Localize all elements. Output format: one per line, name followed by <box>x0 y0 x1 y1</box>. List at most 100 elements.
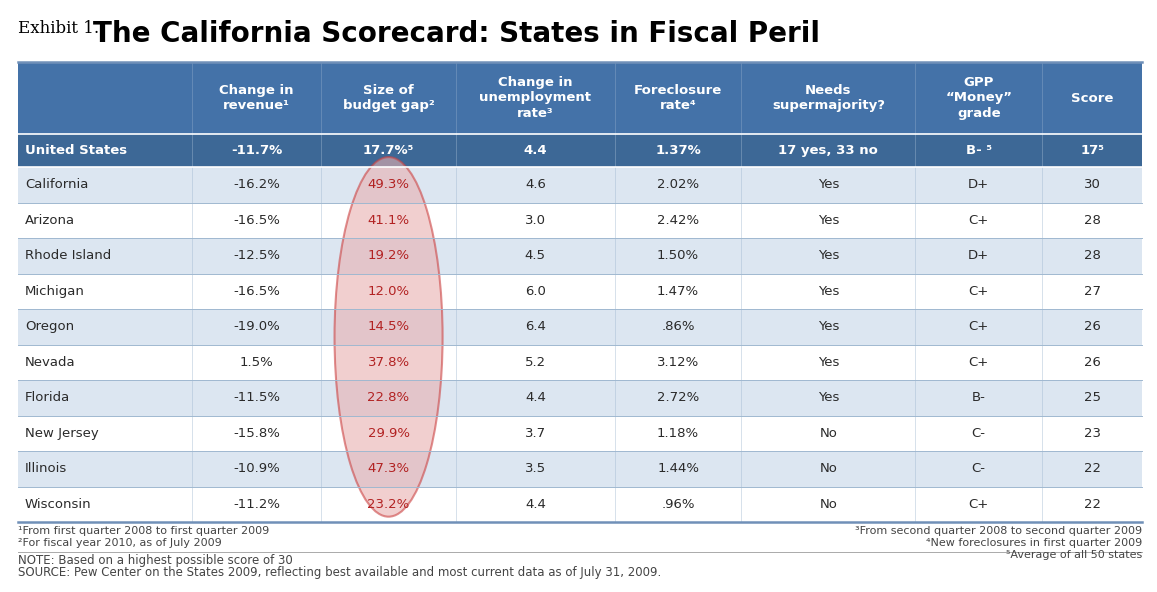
Bar <box>19 62 1142 134</box>
Text: 3.12%: 3.12% <box>657 356 699 369</box>
Text: ³From second quarter 2008 to second quarter 2009: ³From second quarter 2008 to second quar… <box>855 526 1142 536</box>
Text: 49.3%: 49.3% <box>368 178 410 191</box>
Text: D+: D+ <box>968 178 989 191</box>
Text: Exhibit 1.: Exhibit 1. <box>19 20 104 37</box>
Text: 26: 26 <box>1084 356 1100 369</box>
Text: 41.1%: 41.1% <box>368 214 410 227</box>
Text: C-: C- <box>972 427 986 440</box>
Text: 26: 26 <box>1084 320 1100 333</box>
Text: 29.9%: 29.9% <box>368 427 410 440</box>
Text: Yes: Yes <box>818 285 839 298</box>
Bar <box>19 134 1142 167</box>
Text: 3.0: 3.0 <box>525 214 546 227</box>
Text: 47.3%: 47.3% <box>368 462 410 475</box>
Text: Change in
unemployment
rate³: Change in unemployment rate³ <box>479 76 591 120</box>
Text: Florida: Florida <box>25 391 71 404</box>
Text: .96%: .96% <box>662 498 695 511</box>
Text: No: No <box>819 498 838 511</box>
Text: Yes: Yes <box>818 214 839 227</box>
Text: 1.50%: 1.50% <box>657 249 699 262</box>
Text: 3.7: 3.7 <box>525 427 546 440</box>
Text: 1.47%: 1.47% <box>657 285 699 298</box>
Text: .86%: .86% <box>662 320 695 333</box>
Text: ⁵Average of all 50 states: ⁵Average of all 50 states <box>1005 550 1142 560</box>
Text: D+: D+ <box>968 249 989 262</box>
Text: 6.0: 6.0 <box>525 285 546 298</box>
Text: Needs
supermajority?: Needs supermajority? <box>772 83 885 112</box>
Text: B- ⁵: B- ⁵ <box>966 144 992 157</box>
Text: -11.5%: -11.5% <box>233 391 280 404</box>
Text: 14.5%: 14.5% <box>368 320 410 333</box>
Text: Size of
budget gap²: Size of budget gap² <box>342 83 434 112</box>
Text: -10.9%: -10.9% <box>233 462 280 475</box>
Text: -12.5%: -12.5% <box>233 249 280 262</box>
Text: -16.5%: -16.5% <box>233 214 280 227</box>
Text: California: California <box>25 178 88 191</box>
Text: 4.4: 4.4 <box>525 391 546 404</box>
Text: Score: Score <box>1071 92 1113 105</box>
Bar <box>19 380 1142 416</box>
Text: 5.2: 5.2 <box>525 356 546 369</box>
Text: -19.0%: -19.0% <box>233 320 280 333</box>
Text: B-: B- <box>972 391 986 404</box>
Text: 17⁵: 17⁵ <box>1081 144 1104 157</box>
Text: C+: C+ <box>968 285 989 298</box>
Text: 30: 30 <box>1084 178 1100 191</box>
Text: SOURCE: Pew Center on the States 2009, reflecting best available and most curren: SOURCE: Pew Center on the States 2009, r… <box>19 566 662 579</box>
Text: 4.6: 4.6 <box>525 178 546 191</box>
Text: -16.2%: -16.2% <box>233 178 280 191</box>
Bar <box>19 202 1142 238</box>
Bar <box>19 416 1142 451</box>
Text: Oregon: Oregon <box>25 320 74 333</box>
Text: C+: C+ <box>968 214 989 227</box>
Text: ²For fiscal year 2010, as of July 2009: ²For fiscal year 2010, as of July 2009 <box>19 538 222 548</box>
Text: -15.8%: -15.8% <box>233 427 280 440</box>
Text: C-: C- <box>972 462 986 475</box>
Text: ⁴New foreclosures in first quarter 2009: ⁴New foreclosures in first quarter 2009 <box>926 538 1142 548</box>
Bar <box>19 345 1142 380</box>
Bar <box>19 309 1142 345</box>
Text: 37.8%: 37.8% <box>368 356 410 369</box>
Bar <box>19 487 1142 522</box>
Text: 1.44%: 1.44% <box>657 462 699 475</box>
Text: Arizona: Arizona <box>25 214 75 227</box>
Text: Yes: Yes <box>818 356 839 369</box>
Text: C+: C+ <box>968 498 989 511</box>
Text: 4.4: 4.4 <box>525 498 546 511</box>
Text: -16.5%: -16.5% <box>233 285 280 298</box>
Text: 2.42%: 2.42% <box>657 214 699 227</box>
Text: Yes: Yes <box>818 249 839 262</box>
Text: Change in
revenue¹: Change in revenue¹ <box>219 83 294 112</box>
Text: 4.5: 4.5 <box>525 249 546 262</box>
Text: 28: 28 <box>1084 249 1100 262</box>
Text: 12.0%: 12.0% <box>368 285 410 298</box>
Text: 2.72%: 2.72% <box>657 391 699 404</box>
Text: 4.4: 4.4 <box>524 144 547 157</box>
Text: Rhode Island: Rhode Island <box>25 249 111 262</box>
Text: C+: C+ <box>968 320 989 333</box>
Text: 6.4: 6.4 <box>525 320 546 333</box>
Text: 27: 27 <box>1084 285 1100 298</box>
Text: 22: 22 <box>1084 498 1100 511</box>
Text: New Jersey: New Jersey <box>25 427 98 440</box>
Text: -11.2%: -11.2% <box>233 498 280 511</box>
Text: GPP
“Money”
grade: GPP “Money” grade <box>945 76 1012 120</box>
Text: 17 yes, 33 no: 17 yes, 33 no <box>779 144 878 157</box>
Ellipse shape <box>334 157 443 517</box>
Text: United States: United States <box>25 144 127 157</box>
Text: Wisconsin: Wisconsin <box>25 498 91 511</box>
Text: 2.02%: 2.02% <box>657 178 699 191</box>
Text: Yes: Yes <box>818 391 839 404</box>
Text: 1.37%: 1.37% <box>655 144 701 157</box>
Bar <box>19 451 1142 487</box>
Text: Yes: Yes <box>818 320 839 333</box>
Text: C+: C+ <box>968 356 989 369</box>
Text: 22: 22 <box>1084 462 1100 475</box>
Text: Illinois: Illinois <box>25 462 67 475</box>
Text: 22.8%: 22.8% <box>368 391 410 404</box>
Text: 25: 25 <box>1084 391 1100 404</box>
Bar <box>19 238 1142 274</box>
Text: No: No <box>819 462 838 475</box>
Text: 23.2%: 23.2% <box>368 498 410 511</box>
Text: NOTE: Based on a highest possible score of 30: NOTE: Based on a highest possible score … <box>19 554 293 567</box>
